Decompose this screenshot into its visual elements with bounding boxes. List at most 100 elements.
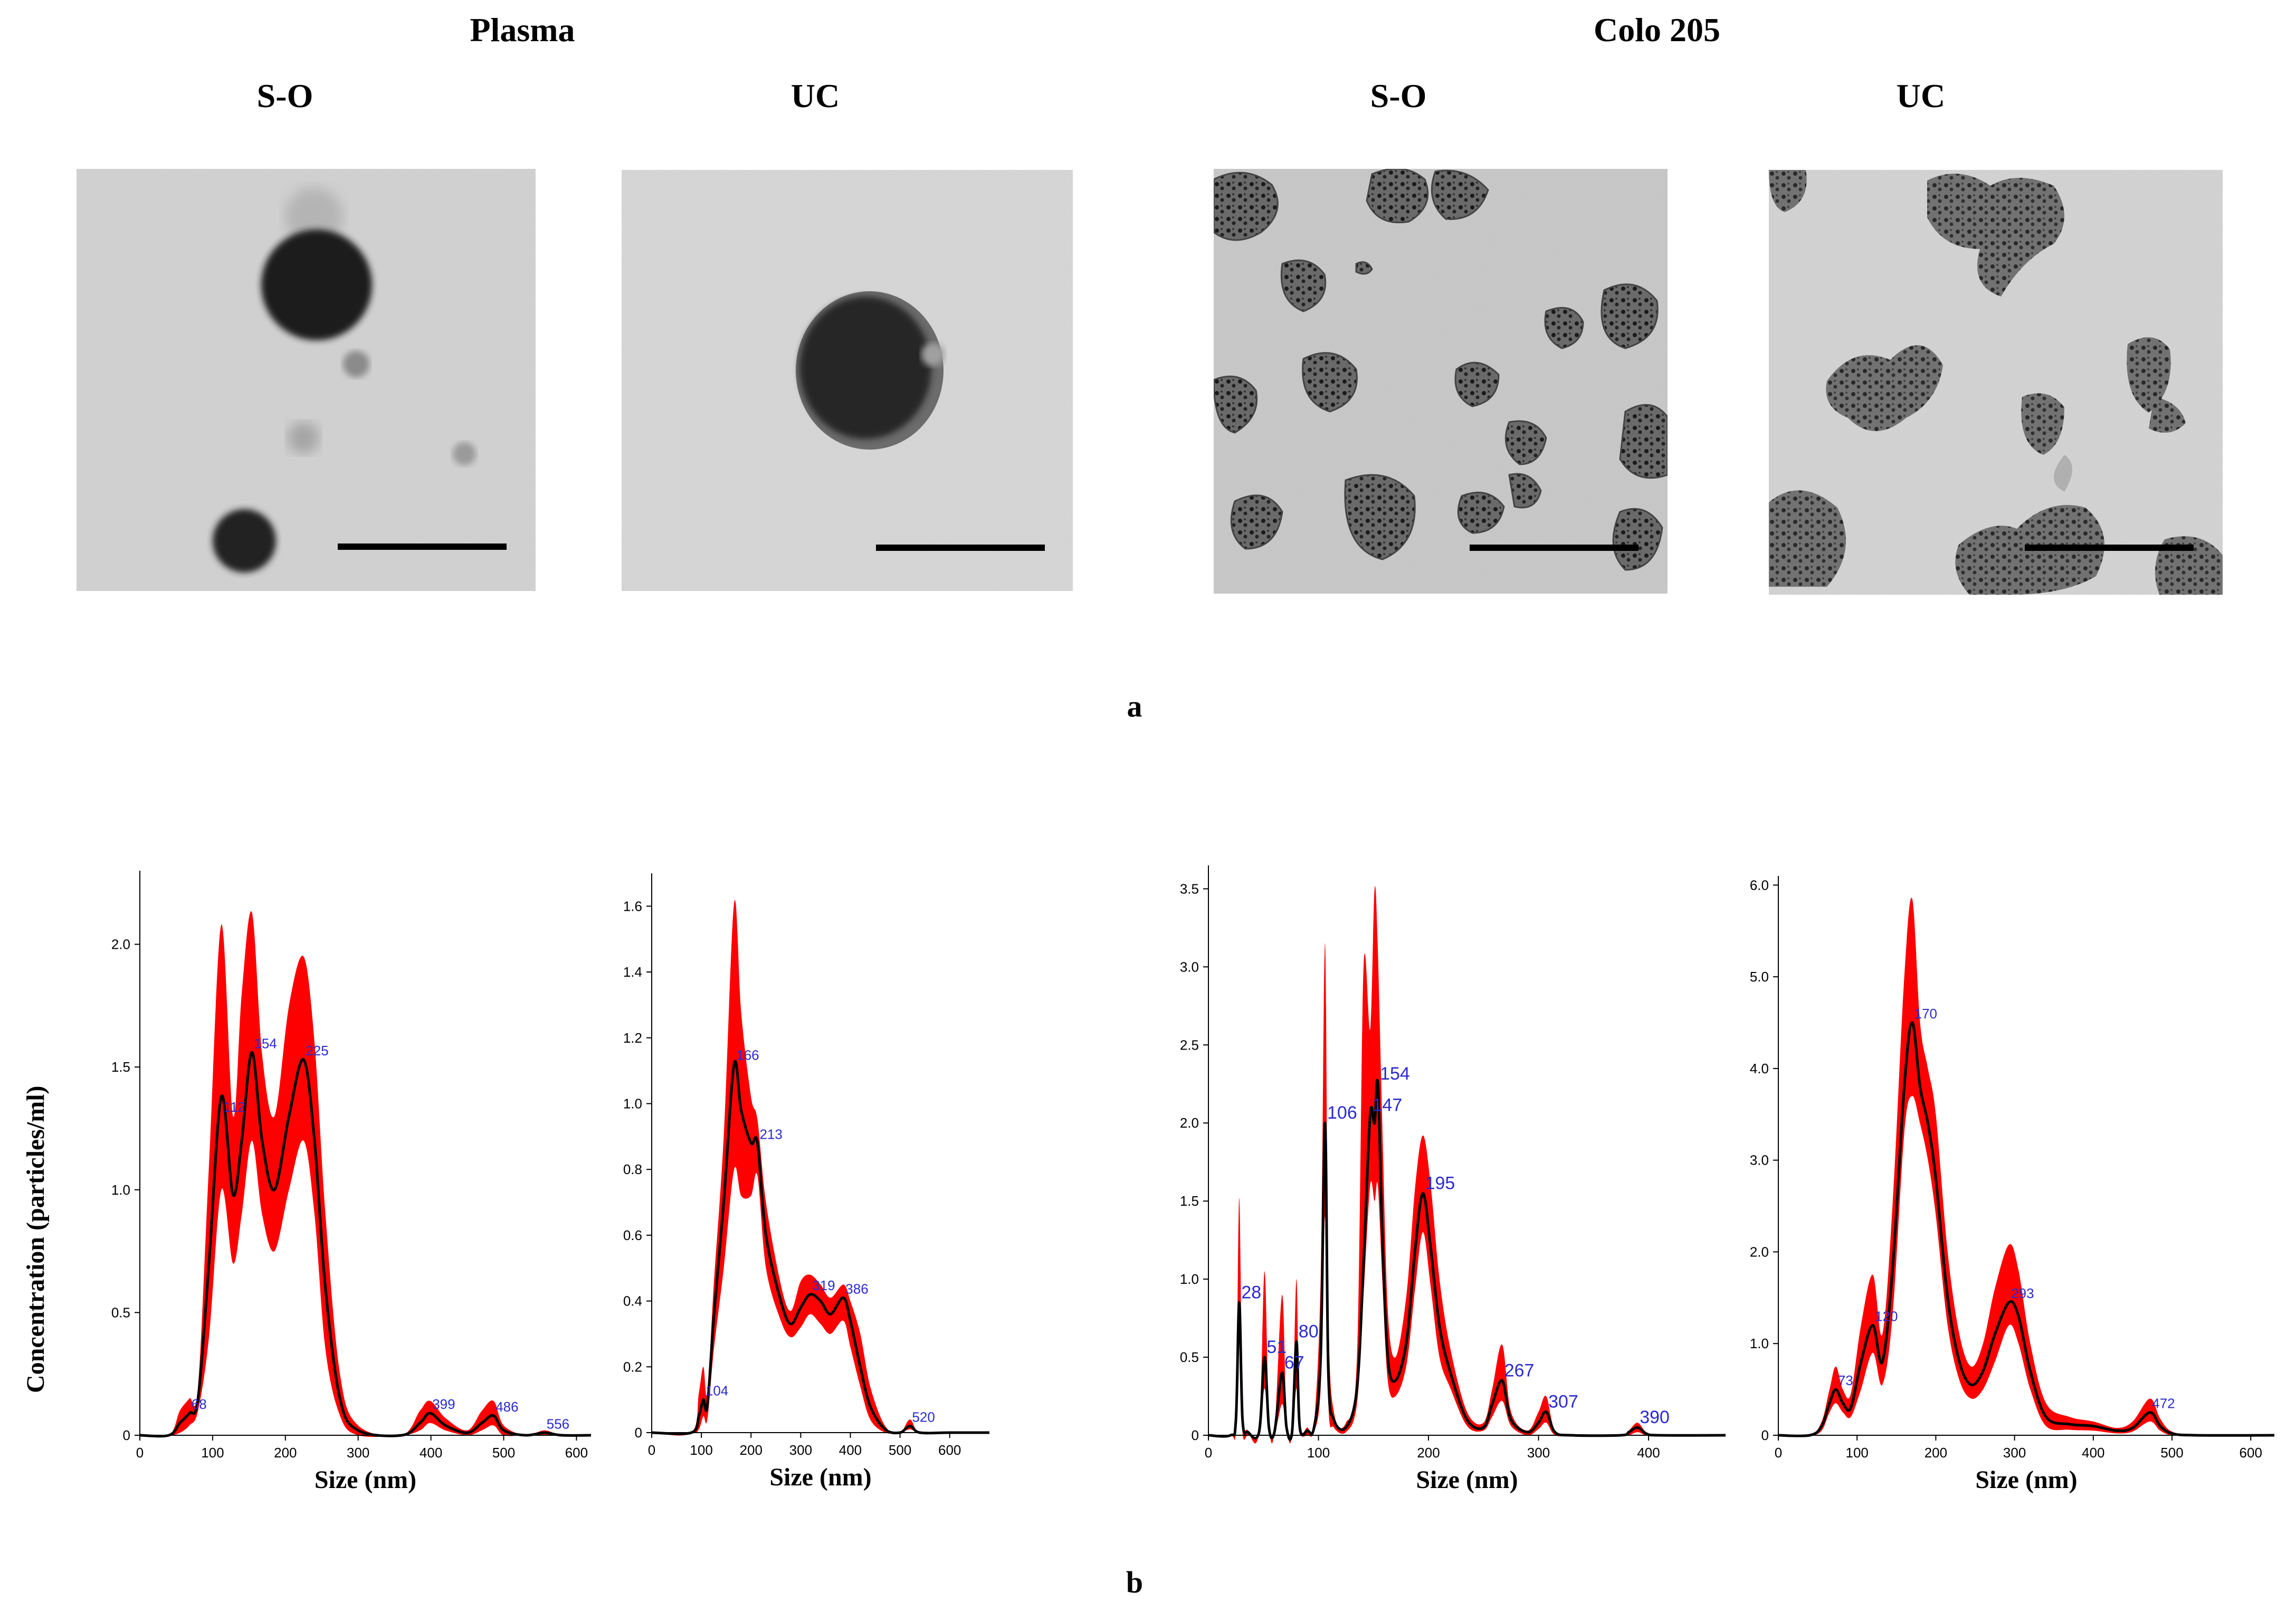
y-tick-label: 1.5 [1180,1193,1199,1209]
x-tick-label: 200 [740,1442,763,1458]
x-axis-label: Size (nm) [1975,1466,2077,1494]
y-tick-label: 0.5 [111,1304,130,1320]
group-label-colo205: Colo 205 [1594,11,1720,49]
y-tick-label: 1.5 [111,1059,130,1075]
y-tick-label: 6.0 [1750,877,1769,893]
mean-line [1208,1079,1726,1441]
peak-label: 120 [1875,1308,1898,1324]
y-tick-label: 1.2 [623,1030,642,1046]
peak-label: 556 [547,1416,569,1432]
peak-label: 73 [1838,1372,1853,1388]
peak-label: 390 [1640,1407,1670,1427]
mean-line [1778,1021,2275,1437]
nta-chart-colo-so: 0 0.5 1.0 1.5 2.0 2.5 3.0 3.5 0 100 200 300 400 Size … [1180,865,1736,1520]
x-tick-label: 300 [347,1445,369,1461]
y-tick-label: 0.4 [623,1293,642,1309]
nta-chart-colo-uc: 0 1.0 2.0 3.0 4.0 5.0 6.0 0 100 200 300 400 500 600 Si… [1750,876,2285,1520]
y-tick-label: 4.0 [1750,1061,1769,1076]
y-tick-label: 2.0 [111,937,130,952]
mean-line [651,1060,989,1435]
x-tick-label: 100 [690,1442,712,1458]
peak-label: 154 [1380,1064,1410,1084]
y-tick-label: 0 [123,1427,130,1443]
peak-label: 319 [812,1277,835,1293]
y-tick-label: 1.6 [623,898,642,914]
sd-band [140,911,591,1437]
peak-label: 112 [223,1099,245,1115]
x-tick-label: 200 [274,1445,297,1461]
sd-band [652,900,989,1436]
y-tick-label: 1.0 [623,1095,642,1111]
x-tick-label: 0 [136,1445,144,1461]
method-label-colo-uc: UC [1896,77,1946,115]
y-tick-label: 3.5 [1180,881,1199,897]
panel-a-letter: a [1127,689,1142,723]
sd-band [1778,898,2274,1436]
tem-image-plasma-uc [622,170,1073,591]
x-axis-label: Size (nm) [769,1463,871,1491]
x-tick-label: 100 [1307,1445,1330,1461]
y-tick-label: 0 [635,1425,642,1441]
y-tick-label: 0 [1761,1427,1769,1443]
method-label-plasma-uc: UC [790,77,840,115]
peak-label: 307 [1548,1392,1578,1412]
x-tick-label: 200 [1925,1445,1947,1461]
y-tick-label: 3.0 [1750,1152,1769,1168]
peak-label: 267 [1504,1360,1535,1380]
x-tick-label: 400 [1637,1445,1660,1461]
peak-label: 170 [1914,1006,1937,1022]
peak-label: 520 [912,1409,935,1425]
y-tick-label: 2.0 [1750,1244,1769,1260]
x-tick-label: 600 [938,1442,961,1458]
x-tick-label: 100 [1846,1445,1869,1461]
x-tick-label: 200 [1417,1445,1440,1461]
x-tick-label: 300 [1527,1445,1550,1461]
tem-image-plasma-so [77,169,536,591]
x-tick-label: 400 [2082,1445,2104,1461]
peak-label: 225 [306,1043,328,1059]
peak-label: 154 [254,1035,277,1051]
peak-label: 104 [706,1383,728,1399]
y-tick-label: 1.0 [1180,1271,1199,1287]
peak-label: 106 [1327,1103,1357,1123]
y-tick-label: 3.0 [1180,959,1199,975]
y-axis-label: Concentration (particles/ml) [22,1085,50,1393]
mean-line [139,1051,592,1438]
y-tick-label: 2.0 [1180,1115,1199,1131]
peak-label: 51 [1266,1337,1287,1357]
y-tick-label: 0.6 [623,1227,642,1243]
x-tick-label: 0 [1205,1445,1212,1461]
tem-image-colo-so [1214,169,1668,594]
method-label-plasma-so: S-O [256,77,313,115]
y-tick-label: 0.8 [623,1161,642,1177]
peak-label: 166 [736,1047,759,1063]
x-tick-label: 0 [648,1442,655,1458]
peak-label: 293 [2011,1285,2034,1301]
x-tick-label: 500 [2160,1445,2183,1461]
x-tick-label: 100 [201,1445,224,1461]
y-tick-label: 1.4 [623,964,642,980]
x-tick-label: 500 [889,1442,911,1458]
x-tick-label: 400 [839,1442,862,1458]
x-tick-label: 400 [420,1445,442,1461]
x-tick-label: 300 [2003,1445,2026,1461]
peak-label: 472 [2152,1396,2175,1412]
peak-label: 195 [1425,1173,1455,1193]
peak-label: 28 [1241,1282,1261,1302]
x-axis-label: Size (nm) [1416,1466,1518,1494]
y-tick-label: 1.0 [111,1182,130,1198]
peak-label: 399 [432,1396,455,1412]
peak-label: 67 [1284,1353,1304,1373]
peak-label: 386 [845,1281,868,1296]
tem-image-colo-uc [1769,170,2223,595]
x-tick-label: 600 [2240,1445,2262,1461]
x-tick-label: 300 [789,1442,812,1458]
peak-label: 68 [192,1396,207,1412]
method-label-colo-so: S-O [1370,77,1427,115]
x-axis-label: Size (nm) [315,1466,416,1494]
peak-label: 486 [496,1399,518,1415]
x-tick-label: 500 [492,1445,515,1461]
y-tick-label: 2.5 [1180,1037,1199,1053]
group-label-plasma: Plasma [470,11,575,49]
y-tick-label: 0.5 [1180,1349,1199,1365]
